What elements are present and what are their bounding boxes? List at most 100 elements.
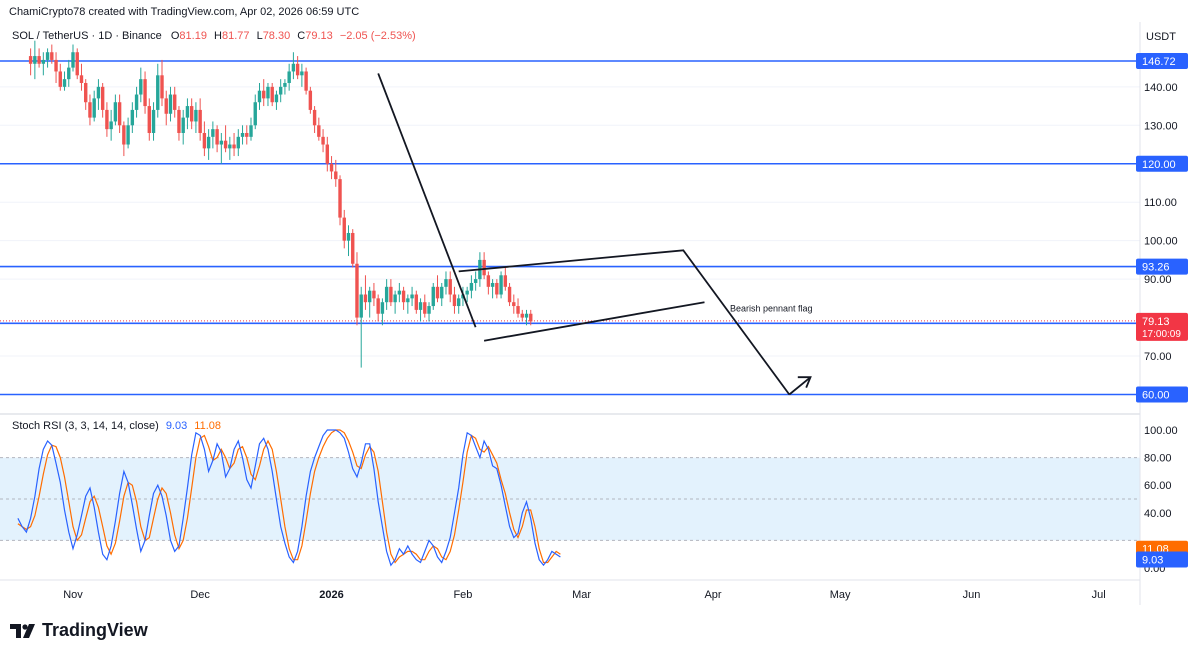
candle (253, 94, 257, 130)
candle (444, 271, 448, 295)
candle (266, 82, 270, 107)
candle (28, 48, 33, 76)
candle (122, 121, 126, 157)
price-tick-label: 90.00 (1144, 274, 1172, 286)
candle (482, 252, 486, 280)
candle (524, 309, 529, 326)
price-tick-label: 100.00 (1144, 236, 1178, 248)
price-pane (0, 40, 1140, 396)
candle (503, 267, 508, 291)
candle (338, 175, 342, 226)
price-tick-label: 140.00 (1144, 82, 1178, 94)
candle-body (380, 302, 385, 314)
time-tick-label: Dec (190, 589, 210, 601)
candle (96, 79, 101, 110)
candle-body (240, 132, 245, 137)
candle-body (223, 140, 228, 149)
candle-body (215, 129, 219, 145)
candle (363, 275, 368, 310)
level-price-label: 93.26 (1142, 262, 1170, 274)
candle (473, 271, 478, 291)
symbol-legend[interactable]: SOL / TetherUS · 1D · Binance O81.19 H81… (12, 30, 416, 42)
candle (164, 90, 168, 126)
candle (58, 63, 62, 91)
candle (147, 98, 151, 141)
candle-body (384, 286, 389, 303)
candle (397, 282, 402, 303)
currency-label[interactable]: USDT (1146, 31, 1176, 43)
candle-body (232, 144, 236, 149)
candle-body (88, 102, 92, 118)
candle (105, 102, 109, 137)
candle-body (495, 282, 499, 295)
pennant-annotation[interactable]: Bearish pennant flag (730, 303, 813, 313)
candle (414, 290, 419, 314)
candle-body (507, 286, 512, 303)
candle-body (189, 106, 194, 122)
candle (380, 298, 385, 326)
candle-body (372, 290, 376, 299)
tradingview-logo[interactable]: TradingView (10, 620, 148, 641)
chart-credit: ChamiCrypto78 created with TradingView.c… (9, 6, 360, 18)
candle (219, 132, 224, 164)
candle-body (122, 125, 126, 145)
candle (410, 286, 414, 307)
candle (37, 48, 41, 68)
candle-body (117, 102, 122, 126)
level-price-badge (1136, 53, 1188, 69)
candle-body (401, 290, 406, 303)
candle-body (168, 94, 173, 114)
time-tick-label: Feb (453, 589, 472, 601)
candle-body (96, 86, 101, 99)
candle (300, 63, 304, 87)
candle-body (355, 263, 359, 318)
stoch-rsi-legend[interactable]: Stoch RSI (3, 3, 14, 14, close) 9.03 11.… (12, 420, 221, 432)
price-axis[interactable]: 140.00 130.00 110.00 100.00 90.00 70.00 146.72… (1136, 53, 1188, 403)
candle (117, 94, 122, 133)
candle-body (312, 109, 317, 126)
rsi-tick-label: 40.00 (1144, 508, 1172, 520)
candle-body (325, 144, 330, 164)
candle-body (456, 298, 461, 307)
tradingview-logo-icon (10, 623, 35, 638)
time-axis[interactable]: Nov Dec 2026 Feb Mar Apr May Jun Jul (63, 589, 1106, 601)
candle (88, 94, 92, 126)
candle (126, 117, 130, 149)
candle (168, 86, 173, 122)
candle (50, 44, 54, 64)
candle-body (363, 294, 368, 303)
k-value-badge (1136, 551, 1188, 568)
candle-body (185, 106, 190, 118)
candle (295, 56, 300, 80)
level-price-label: 146.72 (1142, 56, 1176, 68)
candle (262, 79, 266, 107)
candle (54, 52, 58, 83)
candle-body (92, 98, 96, 118)
candle (329, 156, 334, 180)
candle-body (503, 275, 508, 287)
candle (278, 79, 283, 103)
candle-body (211, 129, 215, 137)
candle (469, 275, 474, 299)
candle-body (516, 306, 520, 314)
price-tick-label: 70.00 (1144, 351, 1172, 363)
candle (346, 225, 351, 257)
candle-body (130, 109, 135, 126)
candle-body (84, 82, 88, 103)
candle (452, 286, 457, 314)
candle-body (359, 294, 363, 318)
candle-body (228, 144, 232, 149)
candle-body (257, 90, 262, 103)
stoch-rsi-d-line (17, 429, 561, 564)
candle-body (28, 56, 33, 64)
candle (160, 59, 164, 107)
candle-body (274, 94, 279, 103)
candle (75, 48, 79, 80)
candle-body (317, 125, 321, 137)
candle-body (194, 109, 198, 122)
time-tick-label: May (830, 589, 851, 601)
rsi-tick-label: 60.00 (1144, 480, 1172, 492)
candle (215, 125, 219, 153)
